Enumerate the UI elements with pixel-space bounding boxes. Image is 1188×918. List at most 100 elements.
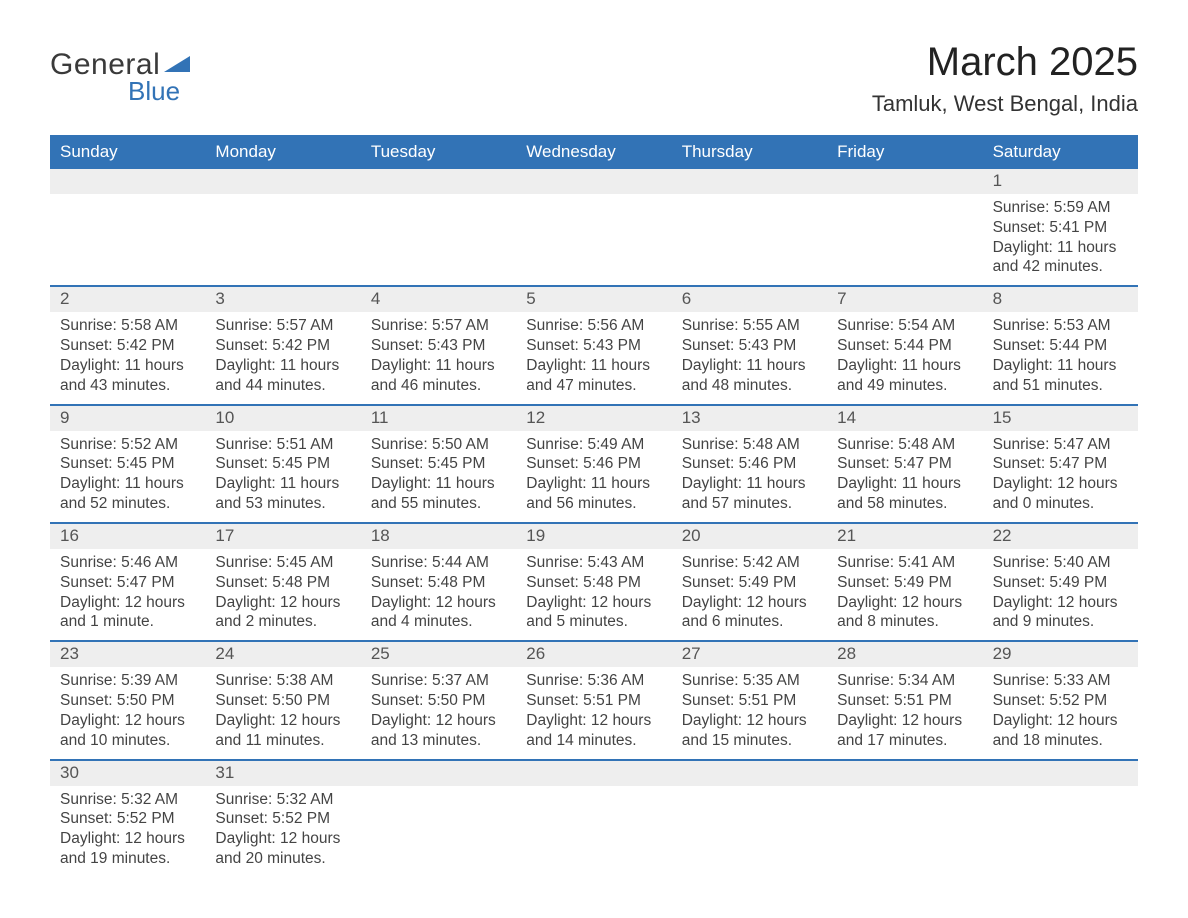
sunset-line: Sunset: 5:49 PM [682,573,817,593]
day-cell: Sunrise: 5:43 AMSunset: 5:48 PMDaylight:… [516,549,671,640]
sunset-line: Sunset: 5:48 PM [371,573,506,593]
sunrise-line: Sunrise: 5:45 AM [215,553,350,573]
day-cell: Sunrise: 5:52 AMSunset: 5:45 PMDaylight:… [50,431,205,522]
day-number: 12 [516,406,671,431]
sunset-line: Sunset: 5:48 PM [215,573,350,593]
day-cell: Sunrise: 5:48 AMSunset: 5:46 PMDaylight:… [672,431,827,522]
daynum-band: 2345678 [50,287,1138,312]
day-number: 28 [827,642,982,667]
daylight-line: Daylight: 12 hours and 18 minutes. [993,711,1128,751]
daylight-line: Daylight: 11 hours and 48 minutes. [682,356,817,396]
sunset-line: Sunset: 5:45 PM [60,454,195,474]
weekday-header: Monday [205,135,360,169]
day-cell [50,194,205,285]
day-cell: Sunrise: 5:48 AMSunset: 5:47 PMDaylight:… [827,431,982,522]
calendar-week-row: 23242526272829Sunrise: 5:39 AMSunset: 5:… [50,640,1138,758]
daylight-line: Daylight: 11 hours and 53 minutes. [215,474,350,514]
location: Tamluk, West Bengal, India [872,91,1138,117]
day-number [827,169,982,194]
sunrise-line: Sunrise: 5:32 AM [60,790,195,810]
sunrise-line: Sunrise: 5:54 AM [837,316,972,336]
day-number [205,169,360,194]
day-cell: Sunrise: 5:45 AMSunset: 5:48 PMDaylight:… [205,549,360,640]
day-number: 7 [827,287,982,312]
sunset-line: Sunset: 5:49 PM [993,573,1128,593]
page-header: General Blue March 2025 Tamluk, West Ben… [50,40,1138,117]
day-cell: Sunrise: 5:35 AMSunset: 5:51 PMDaylight:… [672,667,827,758]
day-number: 23 [50,642,205,667]
day-cell [827,786,982,877]
sunrise-line: Sunrise: 5:52 AM [60,435,195,455]
sunrise-line: Sunrise: 5:42 AM [682,553,817,573]
day-cell: Sunrise: 5:37 AMSunset: 5:50 PMDaylight:… [361,667,516,758]
sunset-line: Sunset: 5:41 PM [993,218,1128,238]
daylight-line: Daylight: 11 hours and 43 minutes. [60,356,195,396]
sunset-line: Sunset: 5:43 PM [526,336,661,356]
sunrise-line: Sunrise: 5:32 AM [215,790,350,810]
day-number: 29 [983,642,1138,667]
day-number: 22 [983,524,1138,549]
daynum-band: 16171819202122 [50,524,1138,549]
calendar-week-row: 3031Sunrise: 5:32 AMSunset: 5:52 PMDayli… [50,759,1138,877]
daybody-band: Sunrise: 5:58 AMSunset: 5:42 PMDaylight:… [50,312,1138,403]
daylight-line: Daylight: 11 hours and 58 minutes. [837,474,972,514]
day-cell: Sunrise: 5:42 AMSunset: 5:49 PMDaylight:… [672,549,827,640]
daylight-line: Daylight: 12 hours and 4 minutes. [371,593,506,633]
sunset-line: Sunset: 5:50 PM [215,691,350,711]
daylight-line: Daylight: 12 hours and 5 minutes. [526,593,661,633]
daylight-line: Daylight: 11 hours and 44 minutes. [215,356,350,396]
sunset-line: Sunset: 5:52 PM [215,809,350,829]
day-cell [516,786,671,877]
day-number [50,169,205,194]
weekday-header: Sunday [50,135,205,169]
day-cell: Sunrise: 5:54 AMSunset: 5:44 PMDaylight:… [827,312,982,403]
daylight-line: Daylight: 12 hours and 13 minutes. [371,711,506,751]
daylight-line: Daylight: 11 hours and 57 minutes. [682,474,817,514]
day-number: 27 [672,642,827,667]
sunset-line: Sunset: 5:42 PM [215,336,350,356]
daybody-band: Sunrise: 5:46 AMSunset: 5:47 PMDaylight:… [50,549,1138,640]
logo-text-blue: Blue [128,76,180,107]
daylight-line: Daylight: 12 hours and 1 minute. [60,593,195,633]
daybody-band: Sunrise: 5:32 AMSunset: 5:52 PMDaylight:… [50,786,1138,877]
day-number: 6 [672,287,827,312]
sunset-line: Sunset: 5:44 PM [837,336,972,356]
weekday-header: Tuesday [361,135,516,169]
daynum-band: 9101112131415 [50,406,1138,431]
day-number: 15 [983,406,1138,431]
sunset-line: Sunset: 5:51 PM [682,691,817,711]
day-number: 3 [205,287,360,312]
weekday-header: Saturday [983,135,1138,169]
sunrise-line: Sunrise: 5:58 AM [60,316,195,336]
sunrise-line: Sunrise: 5:41 AM [837,553,972,573]
day-number: 25 [361,642,516,667]
day-cell [361,194,516,285]
sunset-line: Sunset: 5:47 PM [60,573,195,593]
sunrise-line: Sunrise: 5:39 AM [60,671,195,691]
day-number: 20 [672,524,827,549]
day-number: 13 [672,406,827,431]
daylight-line: Daylight: 12 hours and 6 minutes. [682,593,817,633]
sunrise-line: Sunrise: 5:46 AM [60,553,195,573]
daylight-line: Daylight: 12 hours and 19 minutes. [60,829,195,869]
sunset-line: Sunset: 5:47 PM [993,454,1128,474]
day-cell [361,786,516,877]
sunrise-line: Sunrise: 5:35 AM [682,671,817,691]
daylight-line: Daylight: 11 hours and 51 minutes. [993,356,1128,396]
day-number: 26 [516,642,671,667]
day-cell: Sunrise: 5:38 AMSunset: 5:50 PMDaylight:… [205,667,360,758]
sunrise-line: Sunrise: 5:56 AM [526,316,661,336]
day-number: 8 [983,287,1138,312]
sunrise-line: Sunrise: 5:51 AM [215,435,350,455]
daylight-line: Daylight: 12 hours and 2 minutes. [215,593,350,633]
day-number: 1 [983,169,1138,194]
day-number [672,169,827,194]
daylight-line: Daylight: 11 hours and 42 minutes. [993,238,1128,278]
daylight-line: Daylight: 12 hours and 15 minutes. [682,711,817,751]
day-number: 21 [827,524,982,549]
day-number: 18 [361,524,516,549]
day-number: 11 [361,406,516,431]
sunrise-line: Sunrise: 5:48 AM [682,435,817,455]
day-number [827,761,982,786]
day-cell: Sunrise: 5:36 AMSunset: 5:51 PMDaylight:… [516,667,671,758]
